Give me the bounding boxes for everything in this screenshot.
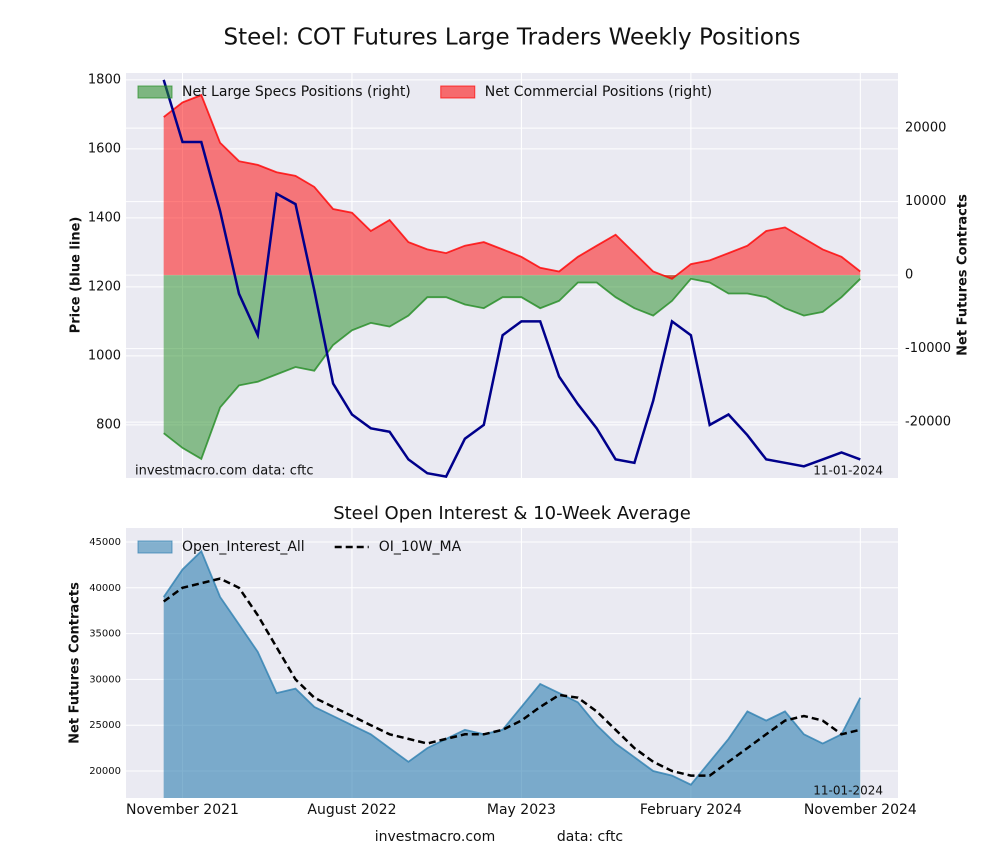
legend-label: OI_10W_MA xyxy=(379,539,462,555)
legend-swatch xyxy=(137,85,173,99)
y-tick-label: 30000 xyxy=(89,674,121,685)
source: investmacro.com xyxy=(375,829,495,845)
y2-axis-label: Net Futures Contracts xyxy=(956,194,971,356)
area-edge xyxy=(163,277,861,461)
y-tick-label: 1200 xyxy=(88,279,121,294)
x-tick-label: November 2024 xyxy=(804,802,917,818)
area-edge xyxy=(162,549,862,786)
y-tick-label: 800 xyxy=(96,417,121,432)
y2-tick-label: 0 xyxy=(905,268,913,283)
legend-label: Open_Interest_All xyxy=(182,539,305,555)
chart-title: Steel: COT Futures Large Traders Weekly … xyxy=(223,25,800,51)
y2-tick-label: -10000 xyxy=(905,341,951,356)
legend-swatch xyxy=(440,85,476,99)
y2-tick-label: -20000 xyxy=(905,415,951,430)
source: investmacro.com xyxy=(135,464,247,479)
area xyxy=(163,95,861,279)
y-tick-label: 1400 xyxy=(88,210,121,225)
x-tick-label: August 2022 xyxy=(307,802,396,818)
y-tick-label: 35000 xyxy=(89,629,121,640)
area-edge xyxy=(163,93,861,280)
source: 11-01-2024 xyxy=(813,784,883,798)
y-tick-label: 40000 xyxy=(89,583,121,594)
chart-title: Steel Open Interest & 10-Week Average xyxy=(333,503,691,524)
legend-swatch xyxy=(137,540,173,554)
legend-label: Net Commercial Positions (right) xyxy=(485,84,712,100)
marks xyxy=(162,79,861,478)
y-axis-label: Price (blue line) xyxy=(69,217,84,334)
y-tick-label: 1000 xyxy=(88,348,121,363)
note: data: cftc xyxy=(557,829,623,845)
ma-line xyxy=(162,577,861,777)
legend-label: Net Large Specs Positions (right) xyxy=(182,84,411,100)
source: 11-01-2024 xyxy=(813,464,883,478)
area xyxy=(163,275,861,459)
x-tick-label: May 2023 xyxy=(487,802,556,818)
plot xyxy=(126,73,898,478)
price-line xyxy=(162,79,861,478)
area xyxy=(163,551,861,798)
y2-tick-label: 20000 xyxy=(905,121,946,136)
x-tick-label: February 2024 xyxy=(640,802,742,818)
y-axis-label: Net Futures Contracts xyxy=(68,582,83,744)
y-tick-label: 1800 xyxy=(88,72,121,87)
note: data: cftc xyxy=(252,464,314,479)
y-tick-label: 20000 xyxy=(89,766,121,777)
marks xyxy=(162,549,862,798)
plot xyxy=(126,528,898,798)
y-tick-label: 45000 xyxy=(89,537,121,548)
y2-tick-label: 10000 xyxy=(905,194,946,209)
x-tick-label: November 2021 xyxy=(126,802,239,818)
y-tick-label: 1600 xyxy=(88,141,121,156)
y-tick-label: 25000 xyxy=(89,720,121,731)
